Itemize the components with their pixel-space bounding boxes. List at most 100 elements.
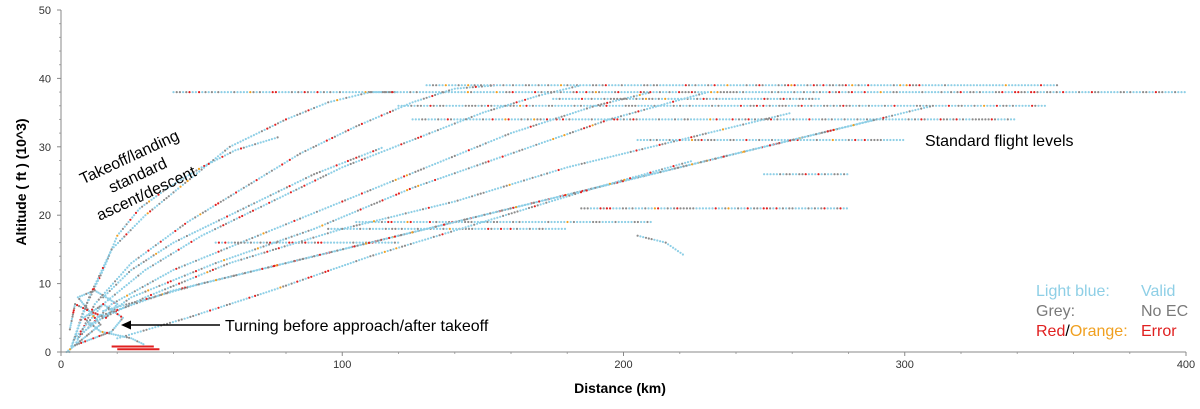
turning-point: [100, 334, 103, 337]
track-point: [688, 163, 691, 167]
track-point: [533, 205, 536, 208]
flight-level-point: [940, 84, 943, 87]
flight-level-point: [425, 84, 428, 87]
turning-point: [136, 340, 139, 343]
flight-level-point: [1081, 91, 1084, 94]
flight-level-point: [755, 104, 759, 107]
turning-point: [97, 321, 101, 324]
track-point: [493, 138, 496, 142]
flight-level-point: [671, 91, 674, 94]
flight-level-point: [524, 84, 527, 87]
track-point: [88, 296, 91, 299]
track-point: [360, 158, 363, 161]
track-point: [560, 168, 563, 171]
turning-point: [93, 309, 96, 312]
turning-point: [100, 304, 103, 307]
flight-level-point: [882, 91, 886, 94]
track-point: [417, 136, 420, 139]
track-point: [224, 197, 227, 200]
track-point: [87, 327, 90, 330]
track-point: [251, 255, 254, 258]
track-point: [558, 195, 561, 198]
track-point: [219, 225, 222, 228]
track-point: [287, 261, 290, 264]
turning-point: [118, 314, 121, 317]
flight-level-point: [972, 84, 975, 87]
track-point: [524, 127, 527, 130]
track-point: [206, 265, 209, 268]
flight-level-point: [863, 138, 866, 142]
track-point: [377, 152, 380, 155]
track-point: [142, 260, 145, 263]
flight-level-point: [439, 104, 442, 107]
track-point: [628, 112, 631, 115]
track-point: [312, 236, 315, 239]
flight-level-point: [814, 118, 817, 121]
track-point: [112, 243, 115, 246]
track-point: [535, 123, 538, 126]
flight-level-point: [995, 104, 999, 107]
track-point: [588, 125, 591, 128]
flight-level-point: [317, 241, 320, 244]
track-point: [223, 259, 226, 262]
flight-level-point: [1116, 91, 1119, 94]
track-point: [301, 111, 304, 114]
flight-level-point: [486, 220, 489, 224]
track-point: [115, 283, 118, 286]
track-point: [603, 102, 606, 105]
track-point: [135, 302, 138, 305]
track-point: [228, 145, 231, 148]
track-point: [196, 229, 199, 232]
track-point: [393, 235, 396, 238]
track-point: [768, 117, 771, 120]
track-point: [258, 131, 261, 134]
track-point: [130, 304, 133, 307]
track-point: [397, 144, 400, 147]
track-point: [445, 158, 448, 161]
track-point: [164, 288, 167, 291]
flight-level-point: [464, 220, 467, 224]
flight-level-point: [781, 207, 785, 210]
track-point: [519, 209, 522, 212]
flight-level-point: [812, 91, 815, 94]
flight-level-point: [966, 84, 969, 87]
track-point: [352, 161, 355, 164]
flight-level-point: [750, 97, 753, 100]
flight-level-point: [783, 138, 786, 142]
track-point: [240, 188, 243, 191]
track-point: [357, 93, 360, 97]
track-point: [380, 184, 383, 187]
track-point: [195, 237, 198, 240]
track-point: [231, 150, 234, 153]
track-point: [274, 191, 278, 194]
flight-level-point: [582, 84, 585, 87]
track-point: [115, 300, 118, 303]
track-point: [154, 295, 157, 298]
flight-level-point: [620, 220, 624, 224]
track-point: [372, 254, 375, 257]
x-axis-title: Distance (km): [574, 380, 666, 396]
flight-level-point: [553, 220, 556, 224]
flight-level-point: [547, 220, 550, 224]
track-point: [832, 128, 835, 132]
flight-level-point: [175, 91, 178, 94]
track-point: [693, 162, 697, 165]
flight-level-point: [782, 97, 785, 100]
track-point: [223, 304, 226, 307]
flight-level-point: [776, 97, 779, 100]
flight-level-point: [515, 227, 519, 230]
flight-level-point: [639, 138, 642, 142]
track-point: [324, 270, 327, 273]
track-point: [336, 134, 339, 137]
flight-level-point: [571, 97, 574, 100]
track-point: [481, 220, 484, 224]
track-point: [434, 178, 437, 182]
track-point: [198, 170, 201, 173]
flight-level-point: [622, 118, 625, 121]
track-point: [268, 290, 271, 293]
track-point: [669, 101, 672, 104]
flight-level-point: [866, 138, 870, 142]
flight-level-point: [651, 97, 654, 100]
flight-level-point: [589, 104, 592, 107]
track-point: [304, 149, 307, 153]
